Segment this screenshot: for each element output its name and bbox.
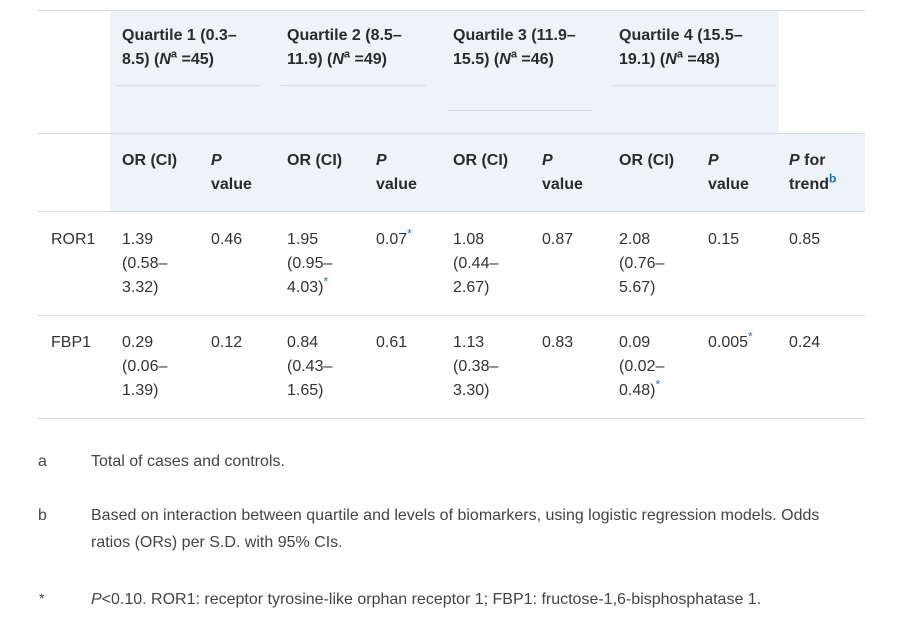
or-ci-header-3: OR (CI) — [453, 152, 509, 169]
or-ci-header-1: OR (CI) — [122, 152, 178, 169]
row-rule-1 — [38, 315, 865, 316]
or-ci-value: 1.95 (0.95–4.03) — [287, 231, 333, 296]
or-ci-cell: 1.95 (0.95–4.03)* — [287, 228, 347, 300]
footnote-text-b: Based on interaction between quartile an… — [91, 507, 820, 551]
p-symbol: P — [542, 152, 553, 169]
quartile-header-2: Quartile 2 (8.5–11.9) (Na =49) — [287, 24, 427, 72]
n-value: =45) — [177, 51, 214, 68]
p-value-cell: 0.61 — [376, 331, 407, 355]
n-symbol: N — [665, 51, 677, 68]
significance-star: * — [407, 226, 412, 241]
row-label-ror1: ROR1 — [51, 231, 96, 248]
p-value-cell: 0.005* — [708, 331, 753, 355]
table-header-background — [110, 11, 779, 211]
p-value: 0.83 — [542, 334, 574, 351]
n-symbol: N — [499, 51, 511, 68]
p-value: 0.15 — [708, 231, 740, 248]
p-value: 0.07 — [376, 231, 408, 248]
value-label: value — [708, 176, 749, 193]
n-value: =46) — [516, 51, 554, 68]
p-symbol: P — [708, 152, 719, 169]
or-ci-cell: 2.08 (0.76–5.67) — [619, 228, 677, 300]
n-superscript: a — [676, 48, 683, 61]
p-value: 0.005 — [708, 334, 749, 351]
for-trend-label: for trend — [789, 152, 829, 193]
or-ci-value: 0.09 (0.02–0.48) — [619, 334, 665, 399]
or-ci-header-2: OR (CI) — [287, 152, 343, 169]
n-value: =48) — [682, 51, 720, 68]
p-symbol: P — [376, 152, 387, 169]
value-label: value — [211, 176, 252, 193]
header-bottom-rule — [38, 211, 865, 212]
p-trend-value: 0.24 — [789, 334, 821, 351]
trend-superscript: b — [829, 171, 837, 186]
p-value: 0.46 — [211, 231, 243, 248]
p-value: 0.61 — [376, 334, 408, 351]
or-ci-header-4: OR (CI) — [619, 152, 675, 169]
p-value: 0.87 — [542, 231, 574, 248]
p-value-cell: 0.83 — [542, 331, 573, 355]
or-ci-cell: 1.08 (0.44–2.67) — [453, 228, 511, 300]
footnote-mark-b: b — [38, 507, 47, 524]
significance-star: * — [655, 377, 661, 392]
p-symbol: P — [91, 591, 102, 608]
quartile-rule-1 — [116, 85, 260, 86]
p-symbol: P — [789, 152, 800, 169]
quartile-label: Quartile 4 (15.5–19.1) ( — [619, 27, 743, 68]
n-symbol: N — [332, 51, 344, 68]
or-ci-cell: 0.29 (0.06–1.39) — [122, 331, 180, 403]
p-value: 0.12 — [211, 334, 243, 351]
or-ci-cell: 0.09 (0.02–0.48)* — [619, 331, 677, 403]
p-for-trend-header: P for trendb — [789, 149, 857, 197]
quartile-rule-3 — [447, 110, 592, 111]
or-ci-value: 1.39 (0.58–3.32) — [122, 231, 168, 296]
or-ci-cell: 1.13 (0.38–3.30) — [453, 331, 511, 403]
p-trend-value: 0.85 — [789, 231, 821, 248]
quartile-label: Quartile 3 (11.9–15.5) ( — [453, 27, 576, 68]
or-ci-value: 1.08 (0.44–2.67) — [453, 231, 499, 296]
or-ci-cell: 1.39 (0.58–3.32) — [122, 228, 180, 300]
footnote-text-a: Total of cases and controls. — [91, 453, 285, 470]
quartile-header-4: Quartile 4 (15.5–19.1) (Na =48) — [619, 24, 769, 72]
or-ci-value: 0.84 (0.43–1.65) — [287, 334, 333, 399]
quartile-header-3: Quartile 3 (11.9–15.5) (Na =46) — [453, 24, 595, 72]
value-label: value — [376, 176, 417, 193]
p-symbol: P — [211, 152, 222, 169]
p-value-cell: 0.07* — [376, 228, 412, 252]
n-superscript: a — [510, 48, 517, 61]
quartile-rule-4 — [613, 85, 776, 86]
footnote-mark-a: a — [38, 453, 47, 470]
subheader-rule — [38, 133, 865, 134]
footnote-body: <0.10. ROR1: receptor tyrosine-like orph… — [101, 591, 762, 608]
footnote-mark-star: * — [39, 590, 45, 606]
top-rule — [38, 10, 865, 11]
quartile-label: Quartile 2 (8.5–11.9) ( — [287, 27, 402, 68]
p-value-cell: 0.15 — [708, 228, 739, 252]
value-label: value — [542, 176, 583, 193]
p-value-cell: 0.46 — [211, 228, 242, 252]
n-superscript: a — [170, 48, 178, 61]
p-value-cell: 0.12 — [211, 331, 242, 355]
n-superscript: a — [343, 48, 351, 61]
or-ci-cell: 0.84 (0.43–1.65) — [287, 331, 345, 403]
trend-header-background — [779, 134, 865, 211]
footnote-text-star: P<0.10. ROR1: receptor tyrosine-like orp… — [91, 586, 901, 613]
or-ci-value: 2.08 (0.76–5.67) — [619, 231, 665, 296]
p-value-cell: 0.87 — [542, 228, 573, 252]
or-ci-value: 1.13 (0.38–3.30) — [453, 334, 499, 399]
or-ci-value: 0.29 (0.06–1.39) — [122, 334, 168, 399]
quartile-rule-2 — [281, 85, 426, 86]
significance-star: * — [323, 274, 329, 289]
row-label-fbp1: FBP1 — [51, 334, 92, 351]
significance-star: * — [748, 329, 753, 344]
n-value: =49) — [350, 51, 387, 68]
quartile-label: Quartile 1 (0.3–8.5) ( — [122, 27, 237, 68]
n-symbol: N — [159, 51, 171, 68]
quartile-header-1: Quartile 1 (0.3–8.5) (Na =45) — [122, 24, 262, 72]
row-rule-2 — [38, 418, 865, 419]
